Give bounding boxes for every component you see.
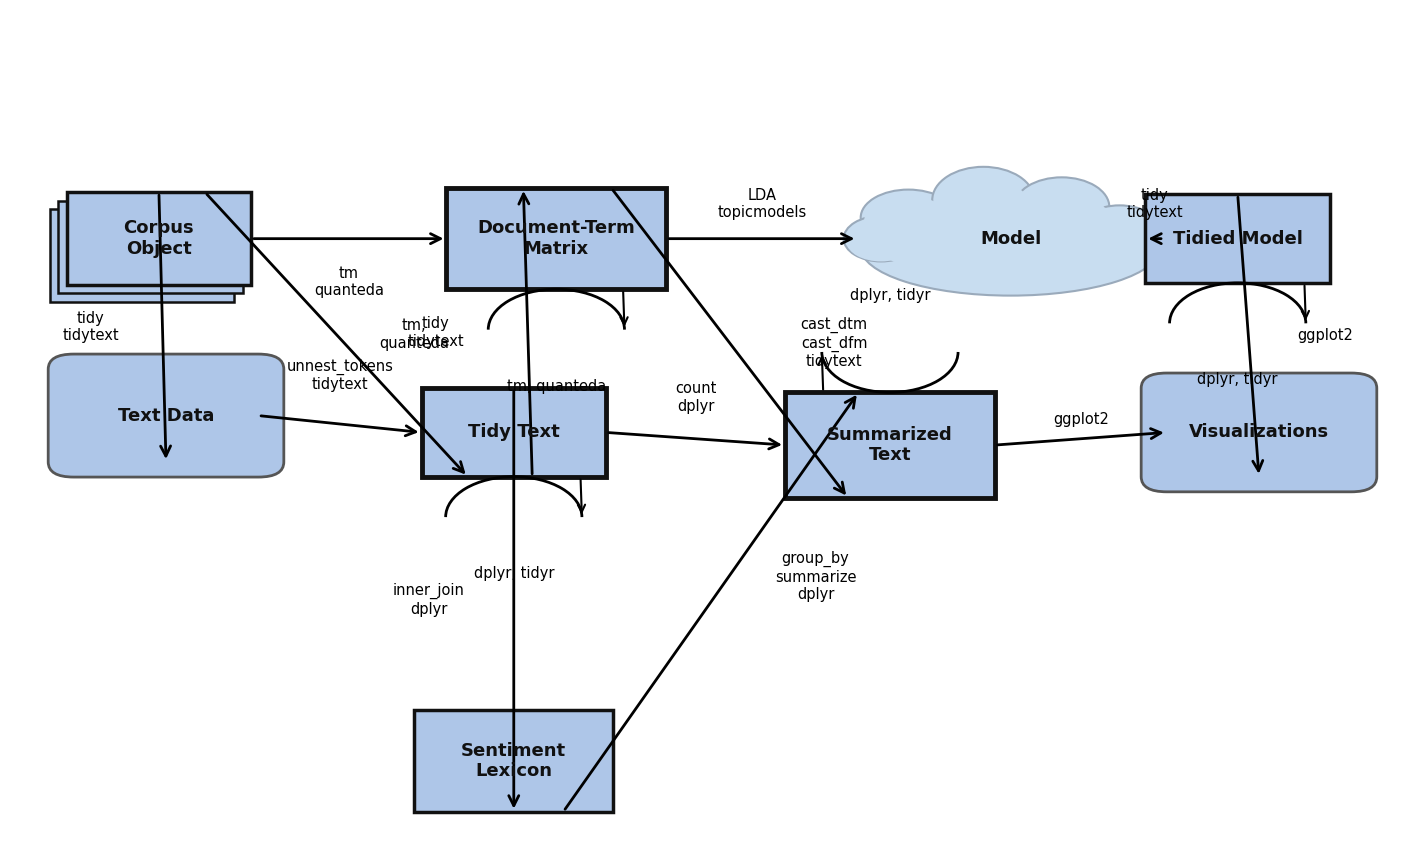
Text: LDA
topicmodels: LDA topicmodels xyxy=(717,187,807,220)
Text: Tidy Text: Tidy Text xyxy=(467,423,560,442)
Text: inner_join
dplyr: inner_join dplyr xyxy=(393,583,465,616)
Text: Corpus
Object: Corpus Object xyxy=(124,220,194,258)
Ellipse shape xyxy=(864,197,953,246)
Text: Tidied Model: Tidied Model xyxy=(1173,230,1302,248)
FancyBboxPatch shape xyxy=(1141,373,1377,492)
Text: Visualizations: Visualizations xyxy=(1188,423,1330,442)
FancyBboxPatch shape xyxy=(48,354,284,477)
Ellipse shape xyxy=(1079,205,1160,254)
Text: Sentiment
Lexicon: Sentiment Lexicon xyxy=(462,742,566,780)
Ellipse shape xyxy=(936,179,1032,235)
Text: group_by
summarize
dplyr: group_by summarize dplyr xyxy=(775,551,856,602)
Text: unnest_tokens
tidytext: unnest_tokens tidytext xyxy=(286,359,393,392)
Text: tm, quanteda: tm, quanteda xyxy=(507,378,606,393)
Ellipse shape xyxy=(871,197,1150,281)
FancyBboxPatch shape xyxy=(446,188,667,289)
FancyBboxPatch shape xyxy=(58,201,242,293)
FancyBboxPatch shape xyxy=(50,209,234,302)
Text: Text Data: Text Data xyxy=(118,406,214,425)
Ellipse shape xyxy=(932,167,1035,233)
Text: Document-Term
Matrix: Document-Term Matrix xyxy=(477,220,636,258)
Text: dplyr, tidyr: dplyr, tidyr xyxy=(473,566,554,581)
Text: Summarized
Text: Summarized Text xyxy=(826,426,953,465)
Text: tidy
tidytext: tidy tidytext xyxy=(1126,187,1183,220)
Text: count
dplyr: count dplyr xyxy=(675,382,717,414)
Ellipse shape xyxy=(846,223,915,261)
Text: tm,
quanteda: tm, quanteda xyxy=(379,318,449,351)
Ellipse shape xyxy=(861,190,956,246)
FancyBboxPatch shape xyxy=(785,393,995,498)
FancyBboxPatch shape xyxy=(67,192,251,285)
Ellipse shape xyxy=(1082,216,1157,254)
Text: dplyr, tidyr: dplyr, tidyr xyxy=(1197,372,1278,388)
Ellipse shape xyxy=(861,199,1160,296)
Text: ggplot2: ggplot2 xyxy=(1297,328,1354,343)
Text: tm
quanteda: tm quanteda xyxy=(314,265,383,298)
Ellipse shape xyxy=(1017,190,1106,238)
Text: tidy
tidytext: tidy tidytext xyxy=(408,316,465,349)
Text: dplyr, tidyr: dplyr, tidyr xyxy=(849,288,931,303)
FancyBboxPatch shape xyxy=(1146,194,1330,283)
Text: Model: Model xyxy=(980,230,1042,248)
FancyBboxPatch shape xyxy=(415,711,613,812)
Text: ggplot2: ggplot2 xyxy=(1053,411,1109,427)
Text: tidy
tidytext: tidy tidytext xyxy=(63,311,120,343)
Ellipse shape xyxy=(844,216,919,261)
Text: cast_dtm
cast_dfm
tidytext: cast_dtm cast_dfm tidytext xyxy=(801,317,868,369)
Ellipse shape xyxy=(1015,177,1110,237)
FancyBboxPatch shape xyxy=(422,388,606,477)
